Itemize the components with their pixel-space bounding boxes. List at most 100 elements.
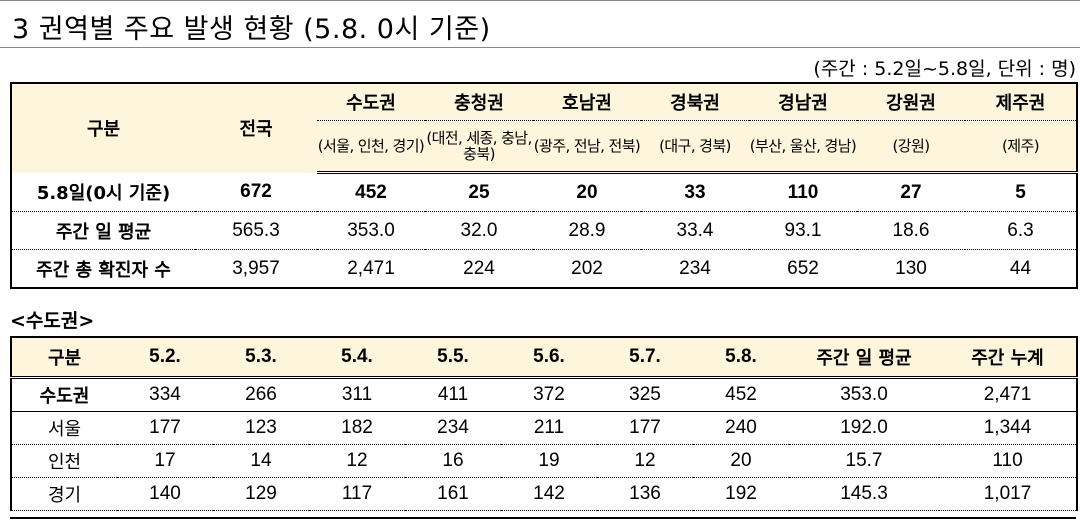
table-row: 5.8일(0시 기준) 672 452 25 20 33 110 27 5 <box>11 172 1077 212</box>
regional-summary-table: 구분 전국 수도권 충청권 호남권 경북권 경남권 강원권 제주권 (서울, 인… <box>10 82 1078 289</box>
region-name-gangwon: 강원권 <box>857 83 965 121</box>
cell-value: 452 <box>317 172 425 212</box>
cell-value: 240 <box>693 411 789 445</box>
cell-value: 129 <box>213 477 309 511</box>
cell-value: 1,017 <box>939 477 1077 511</box>
table-row: 주간 총 확진자 수 3,957 2,471 224 202 234 652 1… <box>11 250 1077 289</box>
cell-value: 672 <box>195 172 317 212</box>
table-row: 주간 일 평균 565.3 353.0 32.0 28.9 33.4 93.1 … <box>11 211 1077 250</box>
cell-value: 565.3 <box>195 211 317 250</box>
section-title: 3 권역별 주요 발생 현황 (5.8. 0시 기준) <box>12 14 491 45</box>
cell-value: 192.0 <box>789 411 939 445</box>
cell-value: 15.7 <box>789 444 939 478</box>
cell-value: 5 <box>965 172 1077 212</box>
region-sub-sudogwon: (서울, 인천, 경기) <box>317 120 425 174</box>
cell-value: 18.6 <box>857 211 965 250</box>
cell-value: 32.0 <box>425 211 533 250</box>
cell-value: 411 <box>405 377 501 412</box>
sudogwon-daily-table: 구분 5.2. 5.3. 5.4. 5.5. 5.6. 5.7. 5.8. 주간… <box>10 336 1078 511</box>
region-sub-gyeongnam: (부산, 울산, 경남) <box>749 120 857 174</box>
col-header: 5.3. <box>213 337 309 379</box>
cell-value: 177 <box>117 411 213 445</box>
row-label-today: 5.8일(0시 기준) <box>11 172 195 212</box>
cell-value: 28.9 <box>533 211 641 250</box>
col-header: 주간 일 평균 <box>789 337 939 379</box>
row-label: 인천 <box>11 444 117 478</box>
cell-value: 311 <box>309 377 405 412</box>
cell-value: 325 <box>597 377 693 412</box>
cell-value: 177 <box>597 411 693 445</box>
cell-value: 140 <box>117 477 213 511</box>
cell-value: 234 <box>679 257 711 279</box>
row-label-weekly-avg: 주간 일 평균 <box>11 211 195 250</box>
col-header: 5.7. <box>597 337 693 379</box>
cell-value: 3,957 <box>232 257 280 279</box>
cell-value: 117 <box>309 477 405 511</box>
cell-value: 136 <box>597 477 693 511</box>
cell-value: 20 <box>533 172 641 212</box>
region-sub-gyeongbuk: (대구, 경북) <box>641 120 749 174</box>
cell-value: 266 <box>213 377 309 412</box>
sudogwon-section-title: <수도권> <box>10 310 95 332</box>
table-header-row: 구분 5.2. 5.3. 5.4. 5.5. 5.6. 5.7. 5.8. 주간… <box>11 337 1077 379</box>
col-header: 주간 누계 <box>939 337 1077 379</box>
cell-value: 110 <box>749 172 857 212</box>
row-label: 수도권 <box>11 377 117 412</box>
row-label-weekly-total: 주간 총 확진자 수 <box>36 259 171 281</box>
cell-value: 33.4 <box>641 211 749 250</box>
region-sub-jeju: (제주) <box>965 120 1077 174</box>
cell-value: 182 <box>309 411 405 445</box>
cell-value: 142 <box>501 477 597 511</box>
table-bottom-border <box>10 517 1076 519</box>
region-name-honam: 호남권 <box>533 83 641 121</box>
cell-value: 224 <box>463 257 495 279</box>
header-nationwide: 전국 <box>195 83 317 173</box>
col-header: 5.5. <box>405 337 501 379</box>
table-row: 인천 17 14 12 16 19 12 20 15.7 110 <box>11 444 1077 478</box>
cell-value: 452 <box>693 377 789 412</box>
cell-value: 93.1 <box>749 211 857 250</box>
region-name-jeju: 제주권 <box>965 83 1077 121</box>
col-header: 5.2. <box>117 337 213 379</box>
col-header: 구분 <box>11 337 117 379</box>
cell-value: 12 <box>309 444 405 478</box>
cell-value: 192 <box>693 477 789 511</box>
cell-value: 211 <box>501 411 597 445</box>
cell-value: 33 <box>641 172 749 212</box>
cell-value: 44 <box>1009 257 1032 279</box>
region-sub-honam: (광주, 전남, 전북) <box>533 120 641 174</box>
cell-value: 202 <box>571 257 603 279</box>
cell-value: 6.3 <box>965 211 1077 250</box>
region-name-sudogwon: 수도권 <box>317 83 425 121</box>
cell-value: 12 <box>597 444 693 478</box>
cell-value: 2,471 <box>939 377 1077 412</box>
row-label: 서울 <box>11 411 117 445</box>
cell-value: 14 <box>213 444 309 478</box>
table-row: 서울 177 123 182 234 211 177 240 192.0 1,3… <box>11 411 1077 445</box>
col-header: 5.6. <box>501 337 597 379</box>
col-header: 5.4. <box>309 337 405 379</box>
header-gubun: 구분 <box>11 83 195 173</box>
cell-value: 20 <box>693 444 789 478</box>
cell-value: 145.3 <box>789 477 939 511</box>
table-row: 수도권 334 266 311 411 372 325 452 353.0 2,… <box>11 377 1077 412</box>
cell-value: 130 <box>895 257 927 279</box>
cell-value: 652 <box>787 257 819 279</box>
cell-value: 16 <box>405 444 501 478</box>
cell-value: 110 <box>939 444 1077 478</box>
cell-value: 353.0 <box>317 211 425 250</box>
region-name-chungcheong: 충청권 <box>425 83 533 121</box>
region-name-gyeongnam: 경남권 <box>749 83 857 121</box>
cell-value: 123 <box>213 411 309 445</box>
row-label: 경기 <box>11 477 117 511</box>
col-header: 5.8. <box>693 337 789 379</box>
cell-value: 161 <box>405 477 501 511</box>
table-row: 경기 140 129 117 161 142 136 192 145.3 1,0… <box>11 477 1077 511</box>
cell-value: 334 <box>117 377 213 412</box>
region-sub-chungcheong: (대전, 세종, 충남, 충북) <box>425 120 533 174</box>
cell-value: 1,344 <box>939 411 1077 445</box>
cell-value: 17 <box>117 444 213 478</box>
cell-value: 27 <box>857 172 965 212</box>
cell-value: 2,471 <box>347 257 395 279</box>
title-bar: 3 권역별 주요 발생 현황 (5.8. 0시 기준) <box>0 0 1080 48</box>
